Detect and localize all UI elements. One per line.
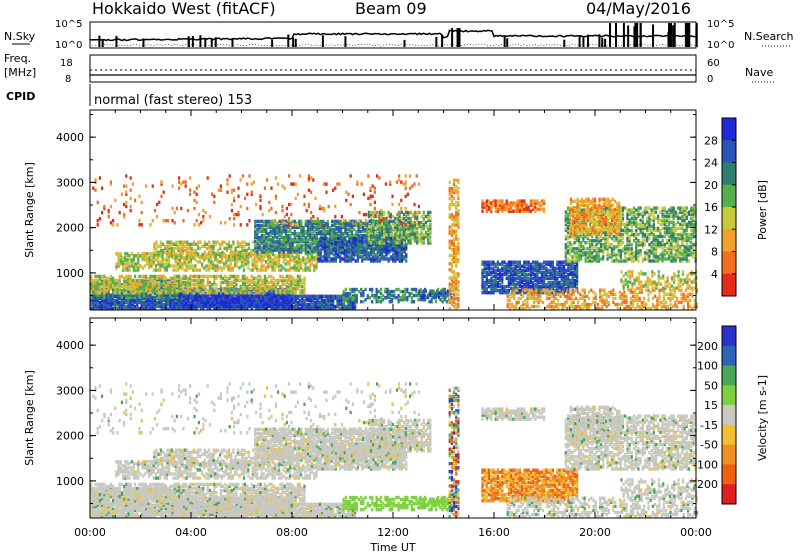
velocity-colorbar-band — [722, 444, 736, 465]
velocity-colorbar-tick: -50 — [700, 439, 718, 452]
velocity-colorbar: 200 100 50 15 -15 -50 -100 -200 — [693, 325, 737, 505]
noise-tick-bottom-right: 10^0 — [707, 40, 734, 51]
velocity-colorbar-tick: -200 — [693, 478, 718, 491]
xtick-label: 16:00 — [478, 526, 510, 539]
velocity-colorbar-band — [722, 464, 736, 485]
xtick-label: 12:00 — [377, 526, 409, 539]
freq-tick-top: 18 — [60, 58, 73, 69]
power-colorbar-tick: 16 — [704, 201, 718, 214]
nsearch-label: N.Search — [744, 30, 794, 43]
nave-label: Nave — [745, 66, 773, 79]
noise-tick-bottom-left: 10^0 — [55, 40, 82, 51]
velocity-ytick-label: 2000 — [56, 430, 84, 443]
time-xlabel: Time UT — [369, 541, 415, 554]
noise-tick-top-left: 10^5 — [55, 19, 82, 30]
power-colorbar-band — [722, 162, 736, 186]
power-panel: 1000 2000 3000 4000 Slant Range [km] — [23, 109, 698, 311]
velocity-ytick-label: 1000 — [56, 475, 84, 488]
power-ytick-label: 2000 — [56, 222, 84, 235]
nsky-label: N.Sky — [4, 30, 36, 43]
noise-tick-top-right: 10^5 — [707, 19, 734, 30]
velocity-colorbar-band — [722, 424, 736, 446]
station-title: Hokkaido West (fitACF) — [92, 0, 276, 18]
cpid-mode: normal (fast stereo) 153 — [94, 93, 252, 108]
noise-panel: N.Sky 10^5 10^0 10^5 10^0 N.Search — [4, 19, 794, 51]
freq-panel: Freq. [MHz] 18 8 60 0 Nave — [4, 52, 776, 85]
power-colorbar-tick: 24 — [704, 157, 718, 170]
velocity-colorbar-tick: 15 — [704, 399, 718, 412]
velocity-colorbar-label: Velocity [m s-1] — [756, 375, 769, 461]
velocity-colorbar-tick: 50 — [704, 379, 718, 392]
power-colorbar-tick: 28 — [704, 134, 718, 147]
beam-title: Beam 09 — [355, 0, 427, 18]
xtick-label: 04:00 — [175, 526, 207, 539]
power-ytick-label: 1000 — [56, 267, 84, 280]
velocity-colorbar-tick: 100 — [697, 360, 718, 373]
power-colorbar-tick: 12 — [704, 223, 718, 236]
velocity-colorbar-tick: -100 — [693, 458, 718, 471]
cpid-label: CPID — [6, 90, 35, 103]
velocity-colorbar-band — [722, 484, 736, 505]
power-ytick-label: 4000 — [56, 131, 84, 144]
velocity-ytick-label: 3000 — [56, 384, 84, 397]
power-colorbar-tick: 4 — [711, 268, 718, 281]
velocity-panel: 1000 2000 3000 4000 00:00 04:00 08:00 12:00 16:0… — [23, 317, 712, 554]
velocity-colorbar-band — [722, 365, 736, 386]
power-colorbar-band — [722, 273, 736, 297]
freq-tick-bottom: 8 — [65, 74, 71, 85]
velocity-colorbar-band — [722, 405, 736, 426]
power-colorbar-band — [722, 140, 736, 163]
power-ylabel: Slant Range [km] — [23, 162, 36, 258]
power-colorbar-tick: 20 — [704, 179, 718, 192]
velocity-colorbar-band — [722, 326, 736, 347]
velocity-ylabel: Slant Range [km] — [23, 370, 36, 466]
freq-label: Freq. — [4, 52, 31, 65]
xtick-label: 08:00 — [276, 526, 308, 539]
power-colorbar-band — [722, 207, 736, 230]
velocity-colorbar-band — [722, 385, 736, 406]
velocity-colorbar-tick: 200 — [697, 340, 718, 353]
date-title: 04/May/2016 — [586, 0, 691, 18]
nave-tick-bottom: 0 — [707, 74, 713, 85]
velocity-colorbar-tick: -15 — [700, 419, 718, 432]
power-ytick-label: 3000 — [56, 176, 84, 189]
velocity-colorbar-band — [722, 345, 736, 367]
power-colorbar-band — [722, 118, 736, 141]
xtick-label: 00:00 — [74, 526, 106, 539]
power-colorbar: 4 8 12 16 20 24 28 — [704, 117, 737, 297]
xtick-label: 20:00 — [579, 526, 611, 539]
power-colorbar-tick: 8 — [711, 246, 718, 259]
power-colorbar-band — [722, 251, 736, 275]
freq-unit-label: [MHz] — [4, 66, 36, 79]
power-colorbar-band — [722, 184, 736, 208]
power-colorbar-label: Power [dB] — [756, 180, 769, 240]
power-colorbar-band — [722, 229, 736, 252]
nave-tick-top: 60 — [707, 58, 720, 69]
velocity-ytick-label: 4000 — [56, 339, 84, 352]
xtick-label: 00:00 — [680, 526, 712, 539]
